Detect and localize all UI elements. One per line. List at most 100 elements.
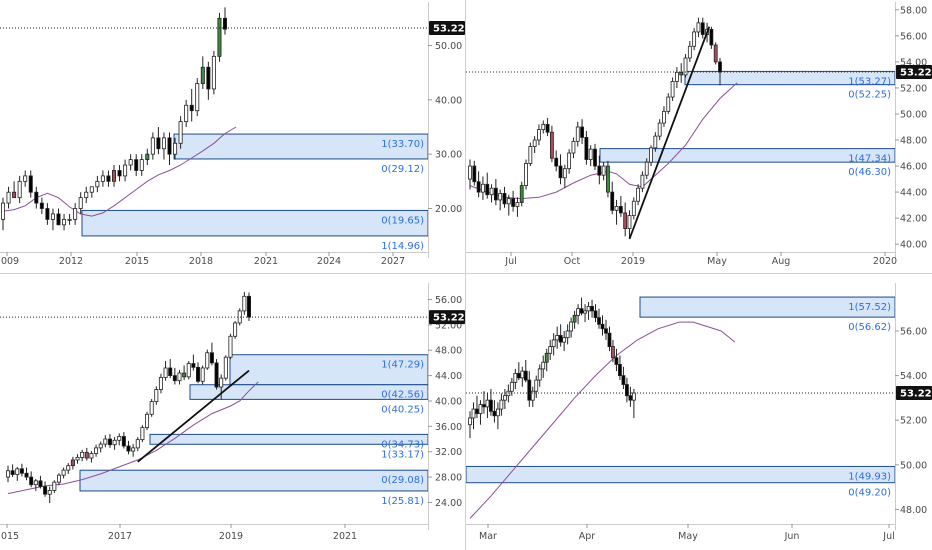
candle-body bbox=[580, 126, 584, 138]
candle-body bbox=[495, 408, 500, 417]
zone-bottom-label: 0(56.62) bbox=[848, 322, 891, 333]
candle-body bbox=[567, 152, 572, 170]
top-left-monthly-chart[interactable]: 1(33.70) 0(29.12) 0(19.65) 1(14.96) 20.00 30.… bbox=[0, 2, 465, 267]
trend-line[interactable] bbox=[628, 26, 711, 240]
candle-body bbox=[168, 367, 173, 376]
candle-body bbox=[167, 137, 172, 155]
y-tick-label: 48.00 bbox=[900, 505, 927, 516]
moving-average-line bbox=[2, 126, 237, 217]
x-tick-label: 2020 bbox=[873, 256, 897, 267]
last-price-tag-bg bbox=[429, 20, 465, 35]
candle-body bbox=[640, 174, 645, 189]
candle-body bbox=[34, 191, 39, 204]
candle-body bbox=[618, 206, 623, 214]
candle-body bbox=[217, 17, 222, 57]
bottom-right-4h-chart[interactable]: 1(57.52) 0(56.62) 1(49.93) 0(49.20) 48.00 50.… bbox=[466, 283, 932, 542]
bottom-left-weekly-chart[interactable]: 1(47.29) 0(42.56) 0(40.25) 0(34.73)1(33.17)… bbox=[0, 283, 465, 542]
zone-box[interactable] bbox=[229, 354, 428, 386]
candle-body bbox=[593, 310, 598, 318]
candle-body bbox=[481, 183, 485, 193]
candle-body bbox=[161, 137, 166, 150]
candle-body bbox=[687, 45, 692, 59]
plot-area[interactable] bbox=[466, 296, 895, 519]
candle-body bbox=[237, 310, 242, 324]
zone-box[interactable] bbox=[466, 465, 895, 484]
candle-body bbox=[103, 438, 108, 445]
candle-body bbox=[485, 399, 490, 408]
candle-body bbox=[625, 384, 629, 397]
x-tick-label: 2018 bbox=[189, 256, 213, 267]
candle-body bbox=[713, 44, 718, 63]
candle-body bbox=[549, 131, 554, 159]
candle-body bbox=[621, 375, 626, 385]
zone-box[interactable] bbox=[639, 296, 895, 318]
candle-body bbox=[674, 71, 679, 82]
plot-area[interactable] bbox=[0, 7, 428, 237]
candle-body bbox=[513, 372, 518, 383]
candle-body bbox=[47, 489, 52, 495]
candle-body bbox=[154, 389, 159, 402]
candle-body bbox=[575, 126, 580, 142]
y-tick-label: 42.00 bbox=[900, 214, 927, 225]
candle-body bbox=[636, 187, 641, 202]
zone-box[interactable] bbox=[684, 70, 895, 86]
zone-box[interactable] bbox=[81, 209, 428, 237]
candle-body bbox=[39, 202, 44, 209]
zone-box[interactable] bbox=[599, 148, 895, 163]
last-price-tag: 53.22 bbox=[896, 65, 932, 80]
candle-body bbox=[126, 445, 131, 452]
candle-body bbox=[223, 356, 228, 379]
zone-bottom-label: 1(25.81) bbox=[381, 496, 424, 507]
y-tick-label: 40.00 bbox=[900, 240, 927, 251]
candle-body bbox=[666, 96, 671, 112]
zone-box[interactable] bbox=[149, 433, 428, 445]
candle-body bbox=[84, 191, 89, 199]
candle-body bbox=[140, 427, 145, 441]
candle-body bbox=[576, 308, 580, 316]
candle-body bbox=[610, 191, 615, 211]
zone-bottom-label: 0(29.12) bbox=[381, 164, 424, 175]
candle-body bbox=[163, 367, 168, 378]
candle-body bbox=[149, 401, 154, 415]
candle-body bbox=[544, 352, 549, 363]
candle-body bbox=[131, 447, 136, 452]
candle-body bbox=[558, 165, 563, 179]
candle-body bbox=[19, 468, 24, 474]
candle-body bbox=[493, 187, 498, 201]
candle-body bbox=[554, 157, 559, 167]
candle-body bbox=[62, 218, 67, 226]
y-tick-label: 50.00 bbox=[435, 41, 462, 52]
x-tick-label: Mar bbox=[479, 531, 497, 542]
candle-body bbox=[100, 175, 105, 182]
candle-body bbox=[75, 457, 80, 461]
candle-body bbox=[89, 186, 94, 193]
top-right-daily-chart[interactable]: 1(53.27) 0(52.25) 1(47.34) 0(46.30) 40.00 42.… bbox=[466, 2, 932, 267]
zone-bottom-label: 1(33.17) bbox=[381, 449, 424, 460]
candle-body bbox=[177, 372, 182, 382]
candle-body bbox=[94, 447, 99, 455]
candle-body bbox=[627, 215, 632, 229]
x-tick-label: 2015 bbox=[0, 531, 19, 542]
candle-body bbox=[468, 417, 472, 426]
last-price-tag-label: 53.22 bbox=[433, 313, 465, 324]
plot-area[interactable] bbox=[6, 291, 428, 504]
candle-body bbox=[584, 137, 589, 160]
candle-body bbox=[222, 17, 227, 30]
candle-body bbox=[70, 459, 75, 467]
y-tick-label: 28.00 bbox=[435, 473, 462, 484]
y-tick-label: 54.00 bbox=[900, 371, 927, 382]
candle-body bbox=[530, 390, 535, 401]
candle-body bbox=[107, 438, 112, 446]
candle-body bbox=[89, 453, 94, 459]
candle-body bbox=[628, 395, 633, 401]
candle-body bbox=[485, 183, 490, 196]
zone-box[interactable] bbox=[189, 384, 428, 400]
zone-box[interactable] bbox=[79, 469, 428, 492]
y-tick-label: 40.00 bbox=[435, 95, 462, 106]
plot-area[interactable] bbox=[468, 17, 896, 240]
candle-body bbox=[145, 153, 150, 161]
x-tick-label: May bbox=[678, 531, 698, 542]
trend-line[interactable] bbox=[137, 369, 250, 463]
candle-body bbox=[29, 476, 34, 486]
candle-body bbox=[601, 165, 606, 176]
